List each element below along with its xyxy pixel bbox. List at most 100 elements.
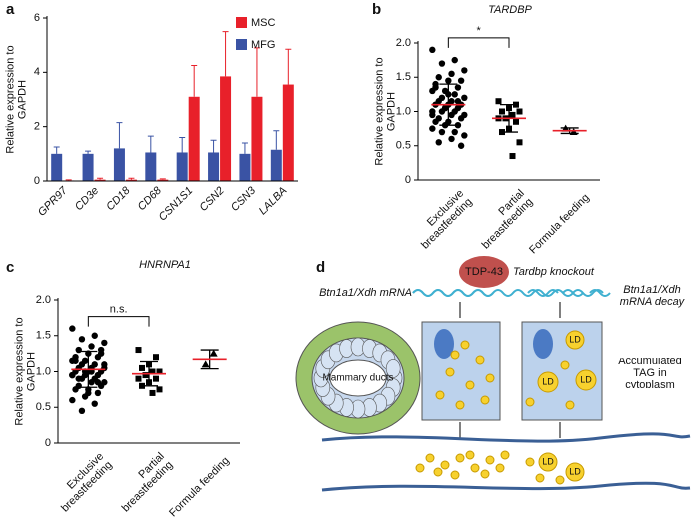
lipid-droplet (455, 400, 465, 410)
lipid-droplet (470, 463, 480, 473)
data-point (432, 84, 439, 91)
lipid-droplet (555, 475, 565, 485)
error-bar (85, 150, 92, 154)
y-tick-label: 2.0 (36, 294, 51, 306)
data-point (495, 98, 502, 105)
decay-label-box: Btn1a1/Xdh mRNA decay (620, 284, 684, 308)
y-tick-label: 0.5 (36, 401, 51, 413)
error-bar (191, 65, 198, 97)
bar (82, 153, 94, 181)
lipid-droplet (450, 470, 460, 480)
data-point (94, 379, 102, 386)
data-point (435, 139, 442, 146)
data-point (461, 67, 468, 74)
droplet-label: LD (569, 334, 581, 344)
lipid-droplet (500, 450, 510, 460)
bar (94, 179, 106, 181)
data-point (454, 98, 462, 105)
data-point (91, 332, 98, 339)
lipid-droplet (455, 453, 465, 463)
lipid-droplet (425, 453, 435, 463)
lipid-droplet (525, 457, 535, 467)
mrna-decay-wave (527, 289, 611, 297)
error-bar (210, 139, 217, 153)
bar (208, 152, 220, 181)
significance-bracket (447, 37, 510, 48)
lipid-droplet (495, 463, 505, 473)
data-point (435, 74, 442, 81)
droplet-label: LD (542, 456, 554, 466)
bar (125, 179, 137, 181)
y-tick-label: 0 (34, 175, 40, 187)
error-bar (97, 177, 104, 180)
lipid-droplet (475, 355, 485, 365)
lipid-droplet (537, 371, 559, 393)
y-tick-label: 1.0 (396, 105, 411, 117)
legend-label: MSC (251, 17, 276, 29)
data-point (69, 325, 76, 332)
data-point (72, 357, 79, 364)
lipid-droplet (538, 452, 558, 472)
panel-label: c (6, 259, 14, 276)
lipid-droplet (465, 380, 475, 390)
data-point (429, 125, 436, 132)
nucleus (533, 329, 553, 359)
data-point (509, 111, 516, 118)
protein (459, 256, 509, 288)
data-point (454, 84, 462, 91)
data-point (94, 389, 102, 397)
data-point (448, 111, 455, 119)
droplet-label: LD (580, 374, 592, 384)
data-point (429, 111, 436, 119)
lipid-droplet (415, 463, 425, 473)
data-point (441, 104, 449, 112)
data-point (135, 347, 142, 354)
lipid-droplet (465, 450, 475, 460)
data-point (448, 135, 455, 143)
lumen-wall (321, 432, 691, 443)
data-point (432, 118, 439, 125)
error-bar (285, 48, 292, 85)
data-point (85, 389, 92, 397)
y-axis-label: Relative expression to GAPDH (373, 57, 397, 166)
y-tick-label: 6 (34, 12, 40, 24)
x-tick-label: CD68 (136, 184, 165, 213)
y-tick-label: 0.5 (396, 140, 411, 152)
panel-label: a (6, 1, 15, 18)
data-point (153, 354, 159, 361)
data-point (153, 375, 159, 382)
data-point (139, 364, 145, 371)
lipid-droplet (560, 360, 570, 370)
significance-label: n.s. (110, 304, 128, 316)
data-point (461, 132, 468, 139)
bar (113, 148, 125, 181)
y-tick-label: 2 (34, 121, 40, 133)
data-point (69, 396, 76, 404)
data-point (156, 368, 163, 375)
error-bar (253, 47, 260, 97)
panel-label: d (316, 259, 325, 276)
data-point (78, 336, 86, 343)
legend-swatch (236, 39, 247, 50)
error-bar (179, 137, 186, 153)
lipid-droplet (485, 373, 495, 383)
bar (270, 149, 282, 181)
tag-label: Accumulated TAG in cytoplasm (618, 358, 682, 388)
error-bar (241, 142, 248, 154)
data-point (209, 349, 218, 357)
epithelial-cell (385, 359, 401, 378)
data-point (201, 360, 210, 368)
legend-swatch (236, 17, 247, 28)
tag-label-box: Accumulated TAG in cytoplasm (618, 358, 682, 388)
error-bar (273, 130, 280, 150)
y-tick-label: 4 (34, 66, 40, 78)
error-bar (147, 135, 154, 153)
error-bar (116, 122, 123, 149)
bar (157, 179, 169, 181)
y-axis-label-box: Relative expression to GAPDH (373, 57, 397, 166)
data-point (457, 142, 465, 149)
lipid-droplet (433, 467, 443, 477)
protein-label: TDP-43 (465, 266, 503, 278)
ducts-label: Mammary ducts (322, 373, 393, 384)
bar (220, 76, 232, 181)
